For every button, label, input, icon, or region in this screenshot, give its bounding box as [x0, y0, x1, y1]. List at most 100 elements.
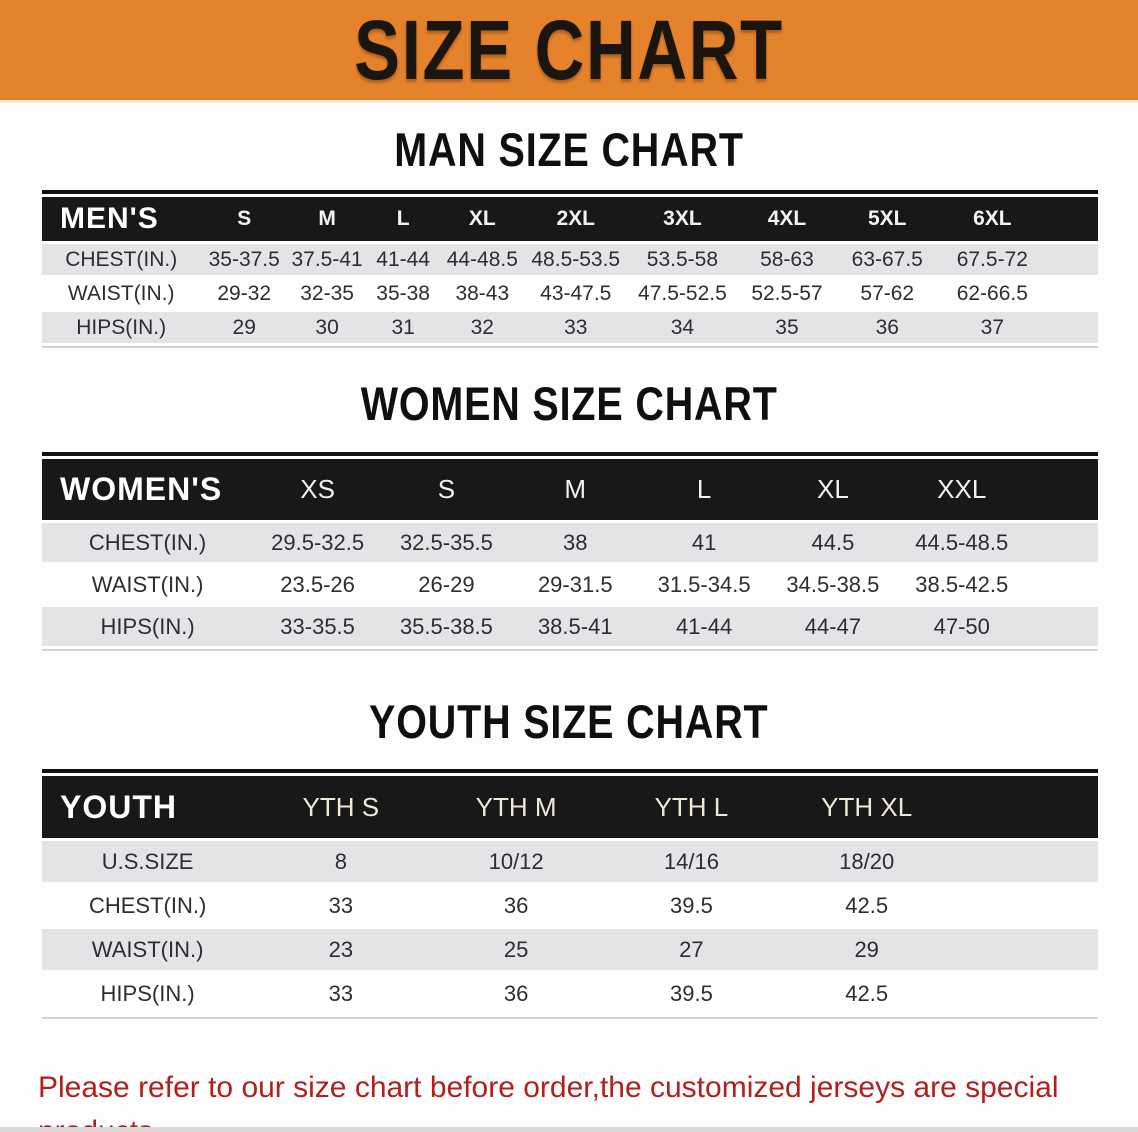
size-value: 35-38: [366, 278, 441, 312]
size-value: 8: [253, 841, 429, 885]
youth-section-heading: YOUTH SIZE CHART: [0, 694, 1138, 749]
size-value: 48.5-53.5: [524, 244, 627, 278]
women-chest-row: CHEST(IN.) 29.5-32.5 32.5-35.5 38 41 44.…: [42, 523, 1098, 565]
size-value: 44-47: [768, 607, 898, 649]
size-value: 38: [510, 523, 640, 565]
youth-chest-row: CHEST(IN.) 33 36 39.5 42.5: [42, 885, 1098, 929]
size-value: 38-43: [440, 278, 525, 312]
size-value: 29: [200, 312, 289, 346]
size-value: 36: [428, 973, 604, 1017]
spacer-cell: [954, 841, 1098, 885]
size-value: 44.5: [768, 523, 898, 565]
youth-size-table-grid: YOUTH YTH S YTH M YTH L YTH XL U.S.SIZE …: [42, 776, 1098, 1017]
size-value: 44-48.5: [440, 244, 525, 278]
men-size-column-header: 6XL: [938, 197, 1047, 244]
size-value: 67.5-72: [938, 244, 1047, 278]
man-section-heading-text: MAN SIZE CHART: [394, 123, 744, 176]
women-size-column-header: M: [510, 459, 640, 523]
size-value: 41: [639, 523, 769, 565]
size-value: 29-31.5: [510, 565, 640, 607]
size-value: 57-62: [836, 278, 939, 312]
size-value: 32: [440, 312, 525, 346]
women-size-column-header: L: [639, 459, 769, 523]
size-value: 35: [737, 312, 837, 346]
size-value: 31.5-34.5: [639, 565, 769, 607]
youth-section-heading-text: YOUTH SIZE CHART: [369, 695, 769, 748]
size-value: 31: [366, 312, 441, 346]
size-value: 34.5-38.5: [768, 565, 898, 607]
youth-size-column-header: YTH M: [428, 776, 604, 841]
spacer-cell: [954, 885, 1098, 929]
men-size-column-header: 4XL: [737, 197, 837, 244]
men-size-column-header: L: [366, 197, 441, 244]
men-size-column-header: XL: [440, 197, 525, 244]
spacer-cell: [954, 929, 1098, 973]
row-label: WAIST(IN.): [42, 929, 254, 973]
youth-hips-row: HIPS(IN.) 33 36 39.5 42.5: [42, 973, 1098, 1017]
row-label: HIPS(IN.): [42, 973, 254, 1017]
size-value: 39.5: [603, 973, 780, 1017]
spacer-cell: [1026, 607, 1098, 649]
size-value: 36: [428, 885, 604, 929]
men-header-label: MEN'S: [42, 197, 201, 244]
spacer-cell: [954, 973, 1098, 1017]
size-value: 38.5-41: [510, 607, 640, 649]
row-label: WAIST(IN.): [42, 565, 254, 607]
size-value: 23.5-26: [253, 565, 383, 607]
men-size-column-header: 3XL: [626, 197, 738, 244]
size-value: 32-35: [288, 278, 367, 312]
disclaimer-line-1: Please refer to our size chart before or…: [38, 1071, 1059, 1132]
size-value: 33: [253, 885, 429, 929]
size-value: 32.5-35.5: [382, 523, 511, 565]
size-value: 58-63: [737, 244, 837, 278]
men-size-table: MEN'S S M L XL 2XL 3XL 4XL 5XL 6XL CHEST…: [42, 190, 1098, 348]
spacer-cell: [1026, 565, 1098, 607]
spacer-cell: [1046, 278, 1098, 312]
spacer-cell: [1046, 312, 1098, 346]
size-value: 44.5-48.5: [897, 523, 1027, 565]
banner-title: SIZE CHART: [354, 2, 784, 97]
bottom-edge-divider: [0, 1127, 1138, 1132]
women-size-table-grid: WOMEN'S XS S M L XL XXL CHEST(IN.) 29.5-…: [42, 459, 1098, 649]
size-value: 43-47.5: [524, 278, 627, 312]
disclaimer-text: Please refer to our size chart before or…: [38, 1066, 1123, 1132]
size-value: 10/12: [428, 841, 604, 885]
spacer-cell: [1026, 459, 1098, 523]
women-header-row: WOMEN'S XS S M L XL XXL: [42, 459, 1098, 523]
youth-size-column-header: YTH S: [253, 776, 429, 841]
size-value: 35.5-38.5: [382, 607, 511, 649]
size-value: 63-67.5: [836, 244, 939, 278]
banner: SIZE CHART: [0, 0, 1138, 103]
size-value: 39.5: [603, 885, 780, 929]
size-value: 14/16: [603, 841, 780, 885]
size-value: 25: [428, 929, 604, 973]
men-size-table-grid: MEN'S S M L XL 2XL 3XL 4XL 5XL 6XL CHEST…: [42, 197, 1098, 346]
row-label: CHEST(IN.): [42, 244, 201, 278]
size-value: 62-66.5: [938, 278, 1047, 312]
men-chest-row: CHEST(IN.) 35-37.5 37.5-41 41-44 44-48.5…: [42, 244, 1098, 278]
men-size-column-header: 2XL: [524, 197, 627, 244]
size-value: 26-29: [382, 565, 511, 607]
size-value: 52.5-57: [737, 278, 837, 312]
women-header-label: WOMEN'S: [42, 459, 254, 523]
youth-header-row: YOUTH YTH S YTH M YTH L YTH XL: [42, 776, 1098, 841]
size-value: 41-44: [639, 607, 769, 649]
size-value: 41-44: [366, 244, 441, 278]
women-size-column-header: S: [382, 459, 511, 523]
youth-ussize-row: U.S.SIZE 8 10/12 14/16 18/20: [42, 841, 1098, 885]
size-value: 37: [938, 312, 1047, 346]
men-size-column-header: 5XL: [836, 197, 939, 244]
row-label: HIPS(IN.): [42, 312, 201, 346]
youth-size-column-header: YTH XL: [779, 776, 955, 841]
women-waist-row: WAIST(IN.) 23.5-26 26-29 29-31.5 31.5-34…: [42, 565, 1098, 607]
size-value: 47.5-52.5: [626, 278, 738, 312]
men-header-row: MEN'S S M L XL 2XL 3XL 4XL 5XL 6XL: [42, 197, 1098, 244]
size-value: 35-37.5: [200, 244, 289, 278]
size-value: 27: [603, 929, 780, 973]
size-value: 42.5: [779, 973, 955, 1017]
row-label: CHEST(IN.): [42, 523, 254, 565]
size-value: 42.5: [779, 885, 955, 929]
men-hips-row: HIPS(IN.) 29 30 31 32 33 34 35 36 37: [42, 312, 1098, 346]
youth-size-column-header: YTH L: [603, 776, 780, 841]
